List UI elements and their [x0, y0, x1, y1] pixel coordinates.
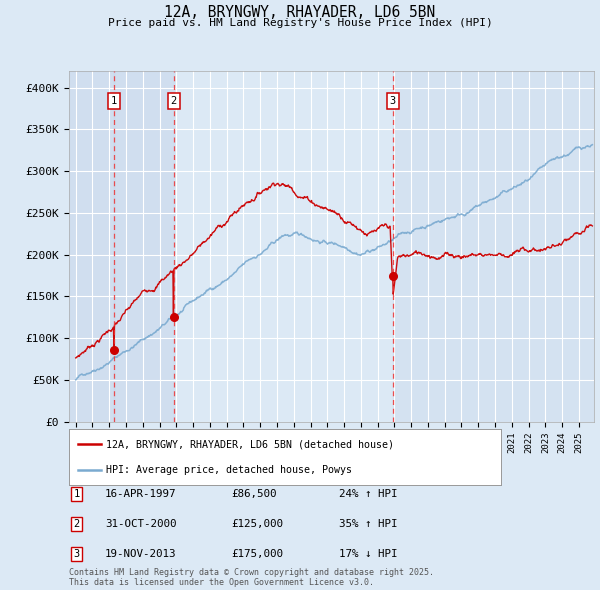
- Text: HPI: Average price, detached house, Powys: HPI: Average price, detached house, Powy…: [106, 465, 352, 475]
- Text: 1: 1: [74, 489, 80, 499]
- Text: 2: 2: [170, 96, 177, 106]
- Text: 31-OCT-2000: 31-OCT-2000: [105, 519, 176, 529]
- Text: 12A, BRYNGWY, RHAYADER, LD6 5BN (detached house): 12A, BRYNGWY, RHAYADER, LD6 5BN (detache…: [106, 439, 394, 449]
- Text: 2: 2: [74, 519, 80, 529]
- Text: 3: 3: [389, 96, 395, 106]
- Text: 17% ↓ HPI: 17% ↓ HPI: [339, 549, 397, 559]
- Text: £175,000: £175,000: [231, 549, 283, 559]
- Text: Contains HM Land Registry data © Crown copyright and database right 2025.
This d: Contains HM Land Registry data © Crown c…: [69, 568, 434, 587]
- Text: £86,500: £86,500: [231, 489, 277, 499]
- Text: 19-NOV-2013: 19-NOV-2013: [105, 549, 176, 559]
- Text: 35% ↑ HPI: 35% ↑ HPI: [339, 519, 397, 529]
- Bar: [69, 71, 114, 422]
- Text: Price paid vs. HM Land Registry's House Price Index (HPI): Price paid vs. HM Land Registry's House …: [107, 18, 493, 28]
- Text: £125,000: £125,000: [231, 519, 283, 529]
- Bar: [392, 71, 594, 422]
- Text: 12A, BRYNGWY, RHAYADER, LD6 5BN: 12A, BRYNGWY, RHAYADER, LD6 5BN: [164, 5, 436, 20]
- Text: 24% ↑ HPI: 24% ↑ HPI: [339, 489, 397, 499]
- Text: 1: 1: [111, 96, 117, 106]
- Text: 16-APR-1997: 16-APR-1997: [105, 489, 176, 499]
- Text: 3: 3: [74, 549, 80, 559]
- Bar: [114, 71, 173, 422]
